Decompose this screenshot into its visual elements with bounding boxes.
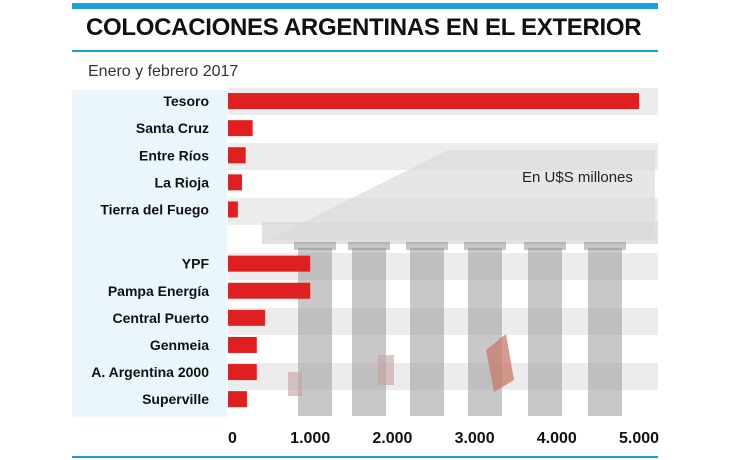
x-tick-label: 0: [228, 430, 237, 447]
category-label: Tierra del Fuego: [100, 201, 209, 217]
bar: [228, 147, 246, 164]
building-column: [410, 248, 444, 416]
category-label: Genmeia: [150, 337, 209, 353]
x-tick-label: 2.000: [372, 430, 412, 447]
building-backdrop: [262, 150, 658, 416]
x-tick-labels-group: 0 1.000 2.000 3.000 4.000 5.000: [228, 430, 659, 447]
category-label: Entre Ríos: [139, 147, 209, 163]
building-pediment: [268, 150, 655, 240]
bar: [228, 364, 257, 381]
bar: [228, 255, 311, 272]
bar: [228, 336, 257, 353]
bar: [228, 309, 265, 326]
chart-title: COLOCACIONES ARGENTINAS EN EL EXTERIOR: [86, 14, 642, 41]
category-label: Pampa Energía: [108, 283, 209, 299]
category-label: A. Argentina 2000: [91, 364, 209, 380]
building-column: [588, 248, 622, 416]
building-column: [298, 248, 332, 416]
bar: [228, 120, 253, 137]
x-tick-label: 4.000: [537, 430, 577, 447]
building-column: [468, 248, 502, 416]
bar: [228, 174, 242, 191]
x-tick-label: 5.000: [619, 430, 659, 447]
top-accent-bar: [72, 3, 658, 9]
chart-subtitle: Enero y febrero 2017: [88, 63, 239, 80]
column-capital: [406, 242, 448, 250]
column-capital: [584, 242, 626, 250]
x-tick-label: 3.000: [455, 430, 495, 447]
category-label-panel: [72, 90, 227, 417]
category-label: Superville: [142, 391, 209, 407]
bar: [228, 201, 238, 218]
column-capital: [294, 242, 336, 250]
bar: [228, 282, 311, 299]
category-label: Central Puerto: [113, 310, 209, 326]
flag-middle: [378, 355, 394, 385]
unit-label: En U$S millones: [522, 169, 633, 186]
column-capital: [348, 242, 390, 250]
bar: [228, 93, 639, 110]
category-labels-group: Tesoro Santa Cruz Entre Ríos La Rioja Tierra…: [91, 93, 209, 407]
bars-group: [228, 93, 639, 408]
building-entablature: [262, 222, 658, 244]
building-column: [528, 248, 562, 416]
title-divider: [72, 50, 658, 52]
column-capital: [524, 242, 566, 250]
category-label: YPF: [182, 256, 210, 272]
bottom-divider: [72, 456, 658, 458]
flag-left: [288, 372, 302, 396]
category-label: La Rioja: [155, 174, 210, 190]
column-capital: [464, 242, 506, 250]
bar: [228, 391, 247, 408]
category-label: Tesoro: [163, 93, 209, 109]
category-label: Santa Cruz: [136, 120, 209, 136]
flag-right: [486, 334, 514, 392]
building-column: [352, 248, 386, 416]
x-tick-label: 1.000: [290, 430, 330, 447]
